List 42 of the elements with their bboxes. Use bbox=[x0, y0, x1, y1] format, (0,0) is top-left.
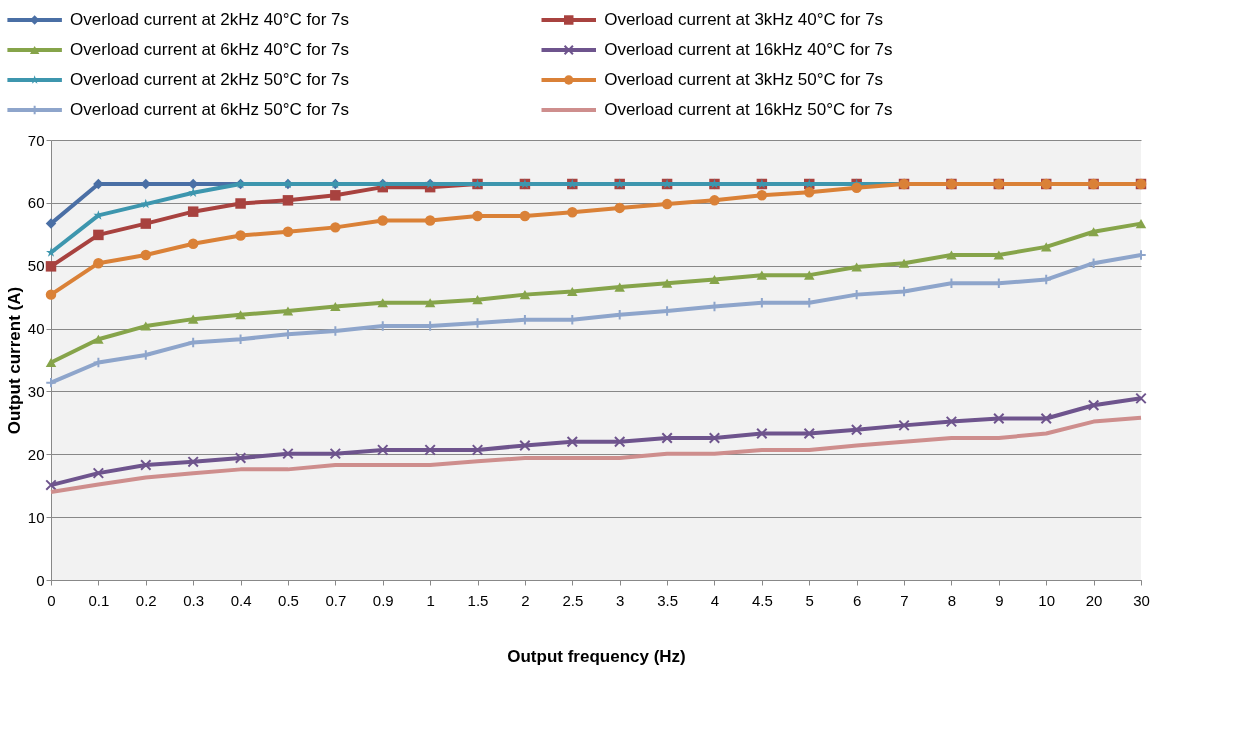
y-tick-label: 30 bbox=[27, 382, 45, 400]
x-tick-label: 0.7 bbox=[325, 591, 347, 609]
legend-label: Overload current at 3kHz 50°C for 7s bbox=[604, 70, 884, 89]
x-tick-label: 4 bbox=[710, 591, 720, 609]
x-tick-label: 0.9 bbox=[372, 591, 394, 609]
x-tick-label: 2 bbox=[521, 591, 530, 609]
x-tick-label: 20 bbox=[1085, 591, 1103, 609]
x-tick-label: 10 bbox=[1038, 591, 1056, 609]
x-tick-label: 4.5 bbox=[751, 591, 773, 609]
x-tick-label: 0.5 bbox=[278, 591, 299, 609]
x-tick-label: 1 bbox=[426, 591, 435, 609]
x-tick-label: 2.5 bbox=[562, 591, 584, 609]
y-tick-label: 60 bbox=[27, 194, 45, 212]
y-tick-label: 70 bbox=[27, 131, 45, 149]
x-tick-label: 0.4 bbox=[230, 591, 252, 609]
x-tick-label: 3 bbox=[616, 591, 625, 609]
y-tick-label: 50 bbox=[27, 257, 45, 275]
x-tick-label: 30 bbox=[1133, 591, 1150, 609]
x-tick-label: 3.5 bbox=[657, 591, 679, 609]
y-tick-label: 20 bbox=[27, 445, 45, 463]
x-tick-label: 0.3 bbox=[183, 591, 205, 609]
y-tick-label: 40 bbox=[27, 320, 45, 338]
y-tick-label: 0 bbox=[36, 571, 45, 589]
x-tick-label: 0.2 bbox=[135, 591, 157, 609]
legend-label: Overload current at 2kHz 40°C for 7s bbox=[70, 10, 349, 29]
x-axis-title: Output frequency (Hz) bbox=[507, 646, 686, 666]
legend-label: Overload current at 6kHz 40°C for 7s bbox=[70, 40, 349, 59]
x-tick-label: 5 bbox=[805, 591, 814, 609]
x-tick-label: 8 bbox=[947, 591, 957, 609]
x-tick-label: 0.1 bbox=[88, 591, 110, 609]
legend-label: Overload current at 2kHz 50°C for 7s bbox=[70, 70, 349, 89]
y-axis-title: Output current (A) bbox=[4, 286, 24, 435]
x-tick-label: 7 bbox=[900, 591, 909, 609]
x-tick-label: 9 bbox=[995, 591, 1004, 609]
legend-label: Overload current at 3kHz 40°C for 7s bbox=[604, 10, 884, 29]
y-tick-label: 10 bbox=[27, 508, 45, 526]
legend-label: Overload current at 16kHz 40°C for 7s bbox=[604, 40, 893, 59]
legend-label: Overload current at 6kHz 50°C for 7s bbox=[70, 100, 349, 119]
x-tick-label: 0 bbox=[47, 591, 56, 609]
x-tick-label: 6 bbox=[852, 591, 862, 609]
legend-label: Overload current at 16kHz 50°C for 7s bbox=[604, 100, 893, 119]
x-tick-label: 1.5 bbox=[467, 591, 489, 609]
